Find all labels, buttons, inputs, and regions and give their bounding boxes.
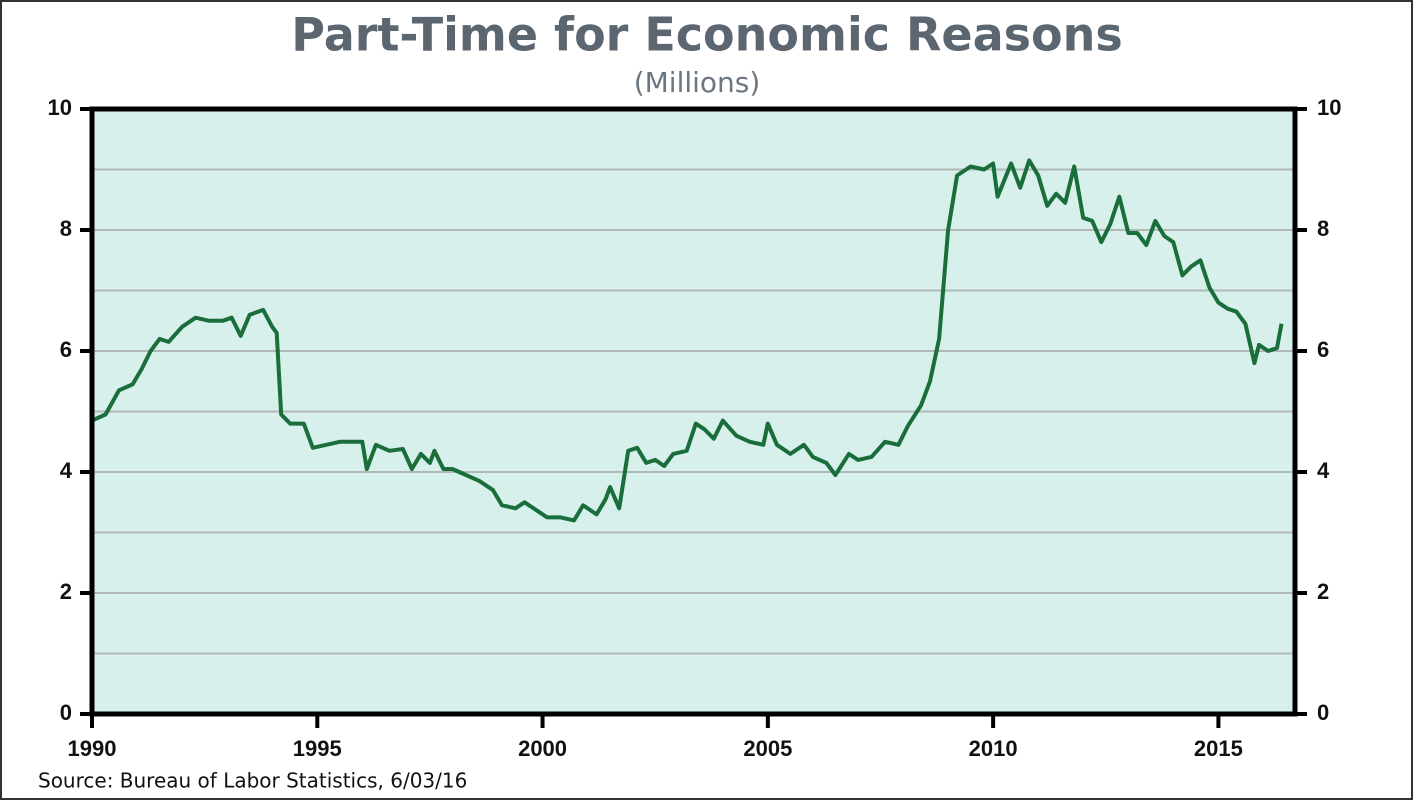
y-tick-label: 2 — [60, 579, 72, 604]
y-tick-label: 0 — [60, 700, 72, 725]
plot-frame — [89, 106, 1298, 717]
x-tick-label: 1995 — [293, 736, 342, 761]
y2-tick-label: 10 — [1317, 95, 1341, 120]
x-tick-label: 1990 — [68, 736, 117, 761]
y-tick-label: 4 — [60, 458, 73, 483]
y2-tick-label: 4 — [1317, 458, 1330, 483]
y-tick-label: 8 — [60, 216, 72, 241]
x-tick-label: 2000 — [518, 736, 567, 761]
y2-tick-label: 0 — [1317, 700, 1329, 725]
y2-tick-label: 8 — [1317, 216, 1329, 241]
y2-tick-label: 2 — [1317, 579, 1329, 604]
y-tick-label: 10 — [48, 95, 72, 120]
y2-tick-label: 6 — [1317, 337, 1329, 362]
chart-title: Part-Time for Economic Reasons — [291, 8, 1123, 62]
x-tick-label: 2015 — [1194, 736, 1243, 761]
chart-subtitle: (Millions) — [634, 66, 761, 99]
y-tick-label: 6 — [60, 337, 72, 362]
source-note: Source: Bureau of Labor Statistics, 6/03… — [38, 769, 467, 793]
data-line — [91, 158, 1284, 523]
x-tick-label: 2005 — [743, 736, 792, 761]
x-tick-label: 2010 — [969, 736, 1018, 761]
